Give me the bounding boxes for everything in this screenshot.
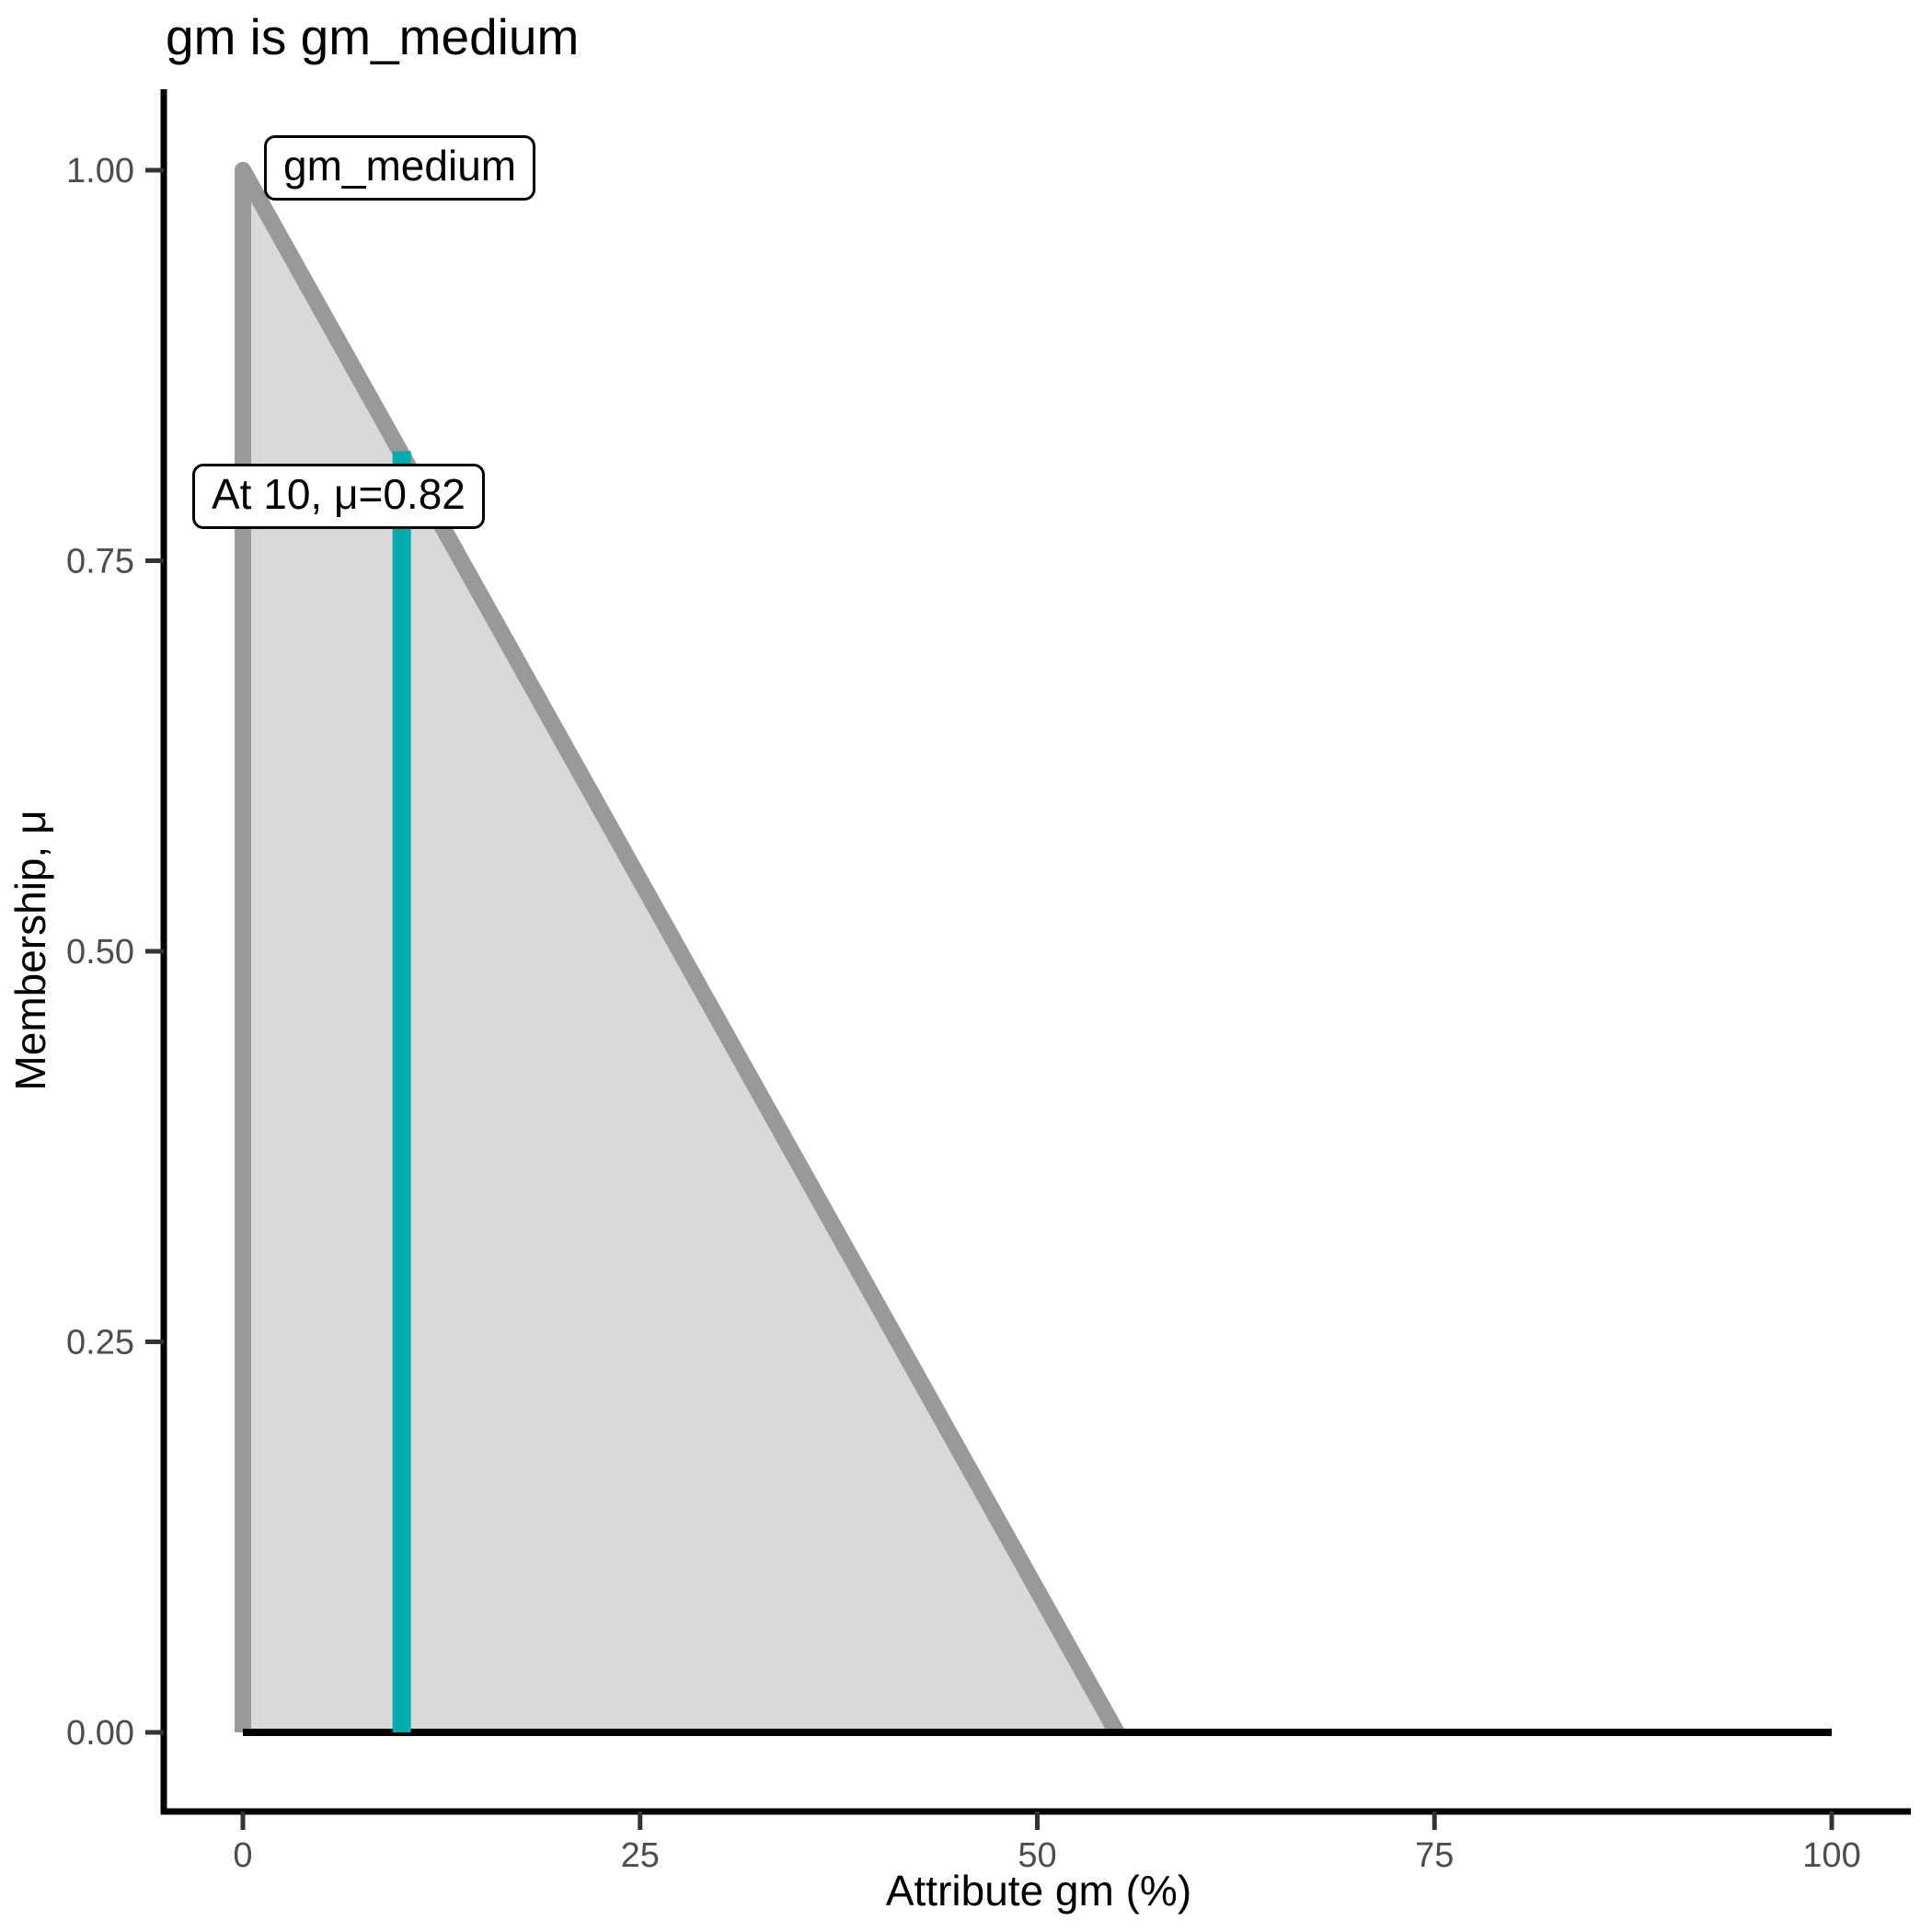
membership-value-label: At 10, μ=0.82 [192,464,485,529]
y-axis-title-text: Membership, μ [6,810,54,1091]
y-axis-title: Membership, μ [6,810,55,1090]
set-name-label: gm_medium [264,135,536,201]
x-tick-label: 75 [1415,1836,1454,1875]
chart-title: gm is gm_medium [166,8,580,65]
x-tick-label: 0 [233,1836,252,1875]
y-tick-label: 0.00 [66,1714,134,1753]
y-tick-label: 0.50 [66,933,134,972]
y-tick-label: 1.00 [66,152,134,190]
y-tick-label: 0.75 [66,543,134,581]
y-tick-label: 0.25 [66,1324,134,1363]
membership-outline [235,162,1124,1737]
x-tick-label: 50 [1018,1836,1056,1875]
x-axis-title: Attribute gm (%) [885,1867,1192,1915]
x-tick-label: 100 [1802,1836,1860,1875]
x-tick-label: 25 [621,1836,660,1875]
